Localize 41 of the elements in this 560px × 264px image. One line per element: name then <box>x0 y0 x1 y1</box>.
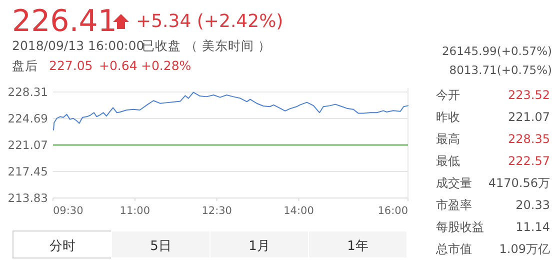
text: 盘后 <box>12 58 38 73</box>
text: 1年 <box>347 239 368 254</box>
text: 226.41 <box>12 4 117 39</box>
text: 223.52 <box>508 88 550 102</box>
x-tick-label: 16:00 <box>378 205 408 217</box>
text: 已收盘 （ 美东时间 ） <box>142 38 271 53</box>
text: 最高 <box>436 132 460 146</box>
text: 4170.56万 <box>488 176 550 190</box>
text: 221.07 <box>508 110 550 124</box>
text: 今开 <box>436 88 460 102</box>
text: 1.09万亿 <box>499 242 550 256</box>
x-tick-label: 11:00 <box>120 205 150 217</box>
text: 市盈率 <box>436 198 472 212</box>
text: 分时 <box>49 239 76 254</box>
x-tick-label: 09:30 <box>53 205 84 217</box>
text: +0.64 <box>99 58 138 73</box>
text: 成交量 <box>436 176 472 190</box>
text: 26145.99(+0.57%) <box>442 44 552 58</box>
text: 11.14 <box>516 220 550 234</box>
text: 每股收益 <box>436 220 484 234</box>
x-tick-label: 14:00 <box>284 205 314 217</box>
text: +0.28% <box>141 58 192 73</box>
text: 最低 <box>436 154 460 168</box>
y-tick-label: 224.69 <box>8 112 48 126</box>
y-tick-label: 228.31 <box>8 85 48 99</box>
line-series <box>53 92 408 130</box>
text: 1月 <box>248 239 270 254</box>
y-tick-label: 221.07 <box>8 138 48 152</box>
text: 227.05 <box>49 58 93 73</box>
y-tick-label: 213.83 <box>8 191 48 205</box>
text: 5日 <box>150 239 172 254</box>
text: 2018/09/13 16:00:00 <box>12 38 144 53</box>
text: 8013.71(+0.75%) <box>449 63 552 77</box>
text: 昨收 <box>436 110 460 124</box>
text: 20.33 <box>516 198 550 212</box>
y-tick-label: 217.45 <box>8 164 48 178</box>
text: 222.57 <box>508 154 550 168</box>
text: +5.34 (+2.42%) <box>136 11 284 32</box>
text: 228.35 <box>508 132 550 146</box>
x-tick-label: 12:30 <box>202 205 232 217</box>
text: 总市值 <box>435 242 472 256</box>
